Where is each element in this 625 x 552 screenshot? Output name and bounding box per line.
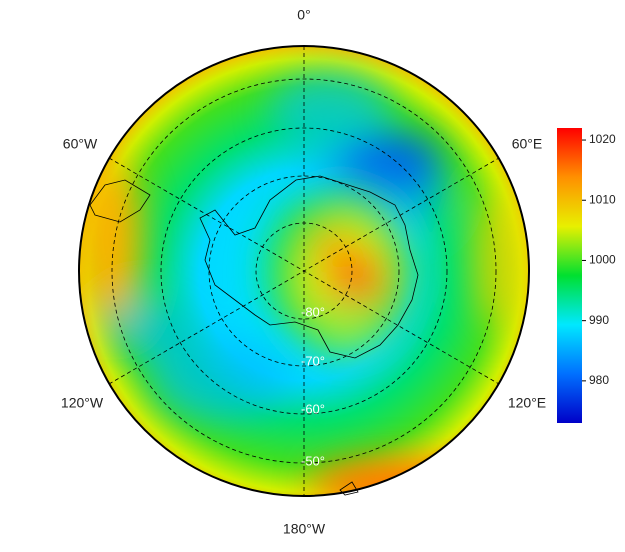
map-border — [78, 45, 530, 497]
parallel-label: -60° — [301, 401, 325, 416]
parallel-label: -70° — [301, 353, 325, 368]
pressure-field — [79, 46, 529, 496]
meridian-label: 120°W — [61, 395, 104, 411]
colorbar-tick-label: 1000 — [589, 253, 616, 267]
colorbar-tick-label: 980 — [589, 373, 609, 387]
colorbar: 980 990 1000 1010 1020 — [557, 128, 616, 423]
meridian-label: 60°E — [512, 136, 543, 152]
meridian-label: 180°W — [283, 521, 326, 537]
colorbar-tick-label: 1020 — [589, 132, 616, 146]
meridian-label: 60°W — [63, 136, 98, 152]
colorbar-tick-label: 990 — [589, 313, 609, 327]
parallel-label: -80° — [301, 304, 325, 319]
parallel-label: -50° — [301, 453, 325, 468]
meridian-label: 0° — [297, 7, 310, 23]
colorbar-tick-label: 1010 — [589, 192, 616, 206]
meridian-label: 120°E — [508, 395, 546, 411]
colorbar-scale — [557, 128, 582, 423]
